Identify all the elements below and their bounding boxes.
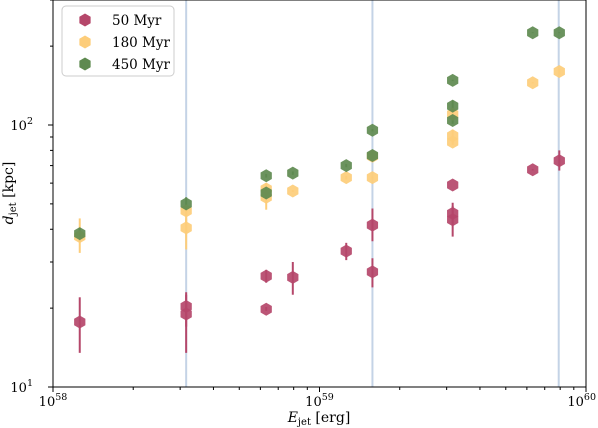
data-point-50-myr (366, 218, 379, 232)
data-point-50-myr (447, 178, 459, 192)
data-point-450-myr (74, 227, 86, 241)
data-point-180-myr (447, 135, 459, 149)
data-point-50-myr (527, 163, 539, 177)
data-point-50-myr (74, 315, 86, 329)
x-tick-label: 1058 (39, 392, 68, 410)
data-point-50-myr (260, 302, 272, 316)
data-point-450-myr (260, 186, 272, 200)
data-point-50-myr (287, 270, 299, 284)
x-axis-label: Ejet [erg] (287, 410, 351, 428)
data-point-50-myr (180, 307, 192, 321)
data-point-450-myr (366, 148, 379, 162)
legend-label: 50 Myr (112, 13, 162, 29)
data-point-180-myr (366, 171, 379, 185)
data-point-50-myr (366, 265, 379, 279)
x-tick-label: 1060 (567, 392, 596, 410)
legend-marker (79, 35, 91, 49)
data-point-180-myr (340, 171, 352, 185)
data-point-180-myr (527, 76, 539, 90)
data-point-450-myr (340, 159, 352, 173)
data-point-450-myr (366, 123, 379, 137)
legend: 50 Myr 180 Myr 450 Myr (61, 5, 175, 77)
y-axis-label: djet [kpc] (1, 162, 19, 225)
data-point-450-myr (527, 26, 539, 40)
legend-marker (79, 57, 91, 71)
data-point-50-myr (340, 244, 352, 258)
data-point-50-myr (260, 269, 272, 283)
data-point-450-myr (447, 73, 459, 87)
legend-marker (79, 13, 91, 27)
data-point-450-myr (260, 169, 272, 183)
x-tick-label: 1059 (305, 392, 334, 410)
data-point-50-myr (447, 213, 459, 227)
legend-label: 450 Myr (112, 57, 171, 73)
legend-label: 180 Myr (112, 35, 171, 51)
data-point-450-myr (553, 26, 565, 40)
y-tick-label: 101 (10, 378, 33, 396)
data-point-180-myr (180, 221, 192, 235)
data-point-450-myr (287, 166, 299, 180)
data-point-180-myr (287, 184, 299, 198)
data-point-450-myr (447, 114, 459, 128)
data-point-50-myr (553, 154, 565, 168)
y-tick-label: 102 (10, 116, 33, 134)
data-point-450-myr (180, 197, 192, 211)
data-point-180-myr (553, 65, 565, 79)
data-point-450-myr (447, 99, 459, 113)
